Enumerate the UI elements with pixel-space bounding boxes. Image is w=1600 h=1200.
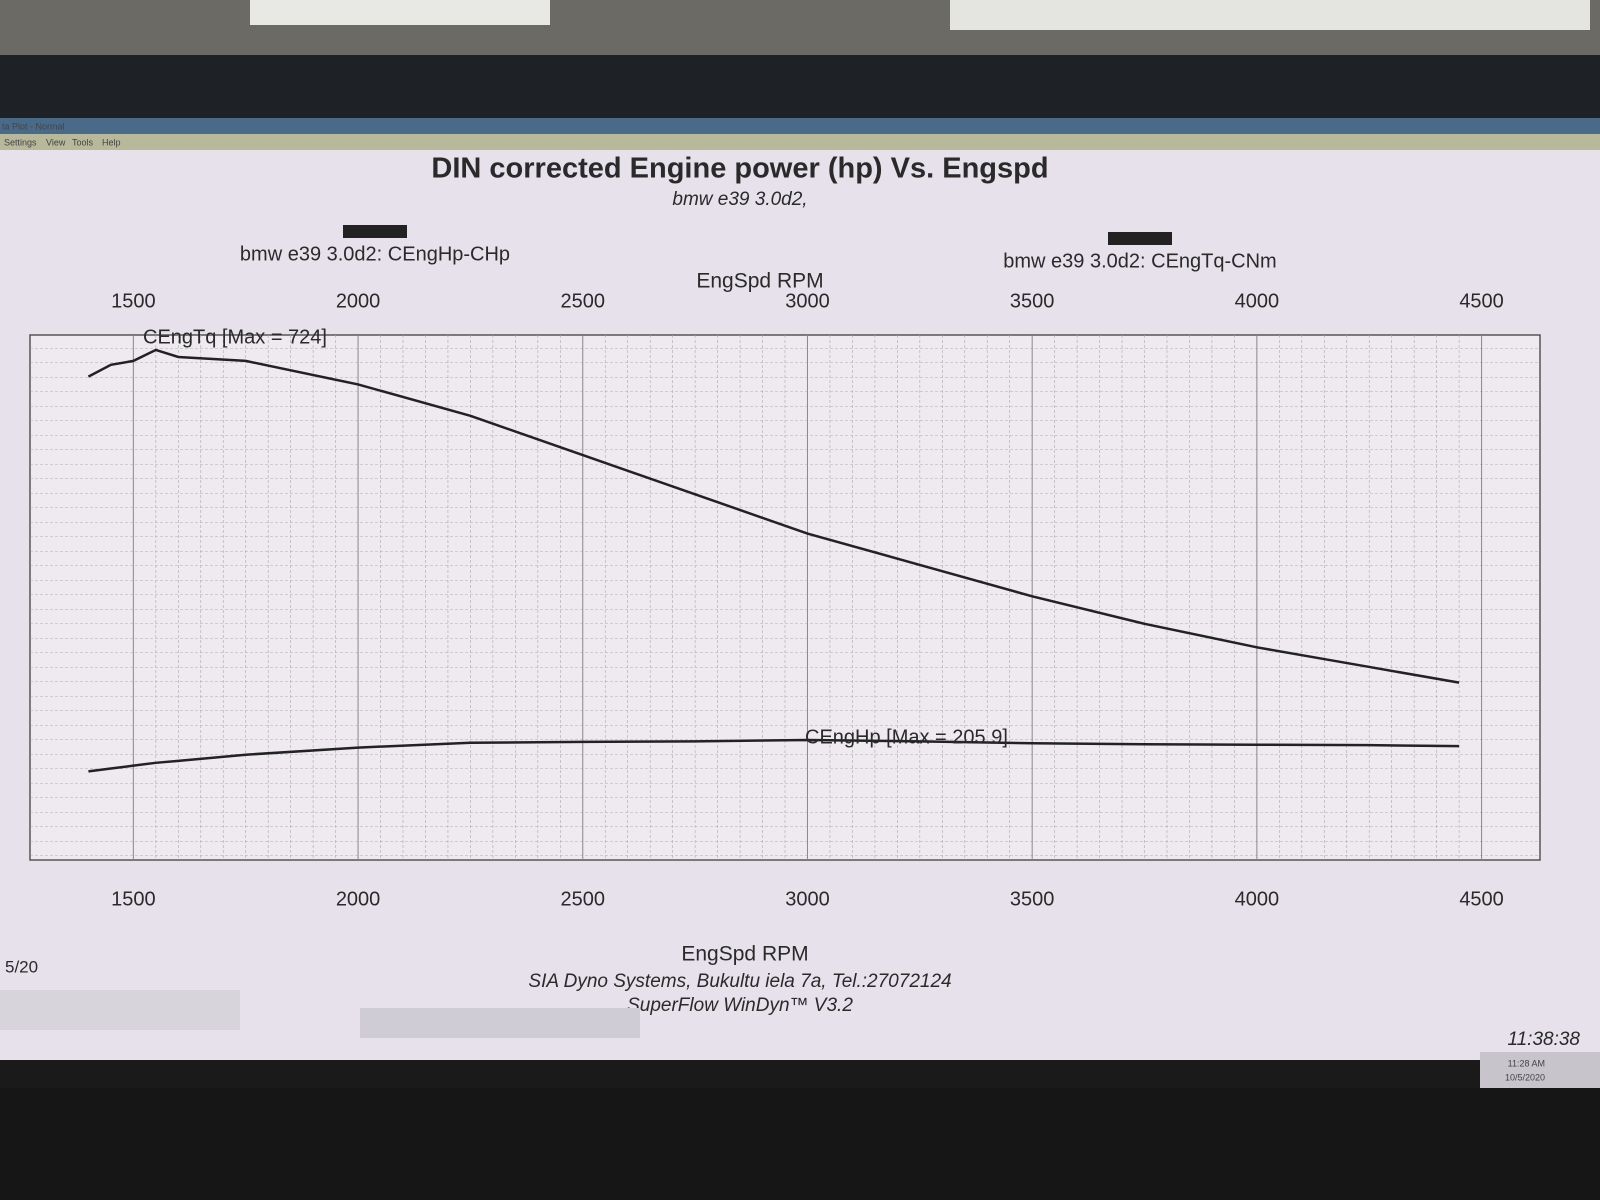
- monitor-bezel-bottom: [0, 1088, 1600, 1200]
- menu-bar: [0, 134, 1600, 150]
- clock: 11:38:38: [1507, 1029, 1580, 1050]
- window-title: ta Plot - Normal: [2, 121, 65, 131]
- x-axis-label: EngSpd RPM: [681, 943, 808, 966]
- x-tick-label-top: 2500: [561, 290, 606, 312]
- window-light: [950, 0, 1590, 30]
- x-tick-label-top: 3000: [785, 290, 830, 312]
- x-tick-label: 3500: [1010, 888, 1055, 910]
- x-tick-label: 3000: [785, 888, 830, 910]
- x-tick-label-top: 4000: [1235, 290, 1280, 312]
- x-tick-label: 1500: [111, 888, 156, 910]
- tray-time: 11:28 AM: [1508, 1058, 1545, 1068]
- chart-subtitle: bmw e39 3.0d2,: [672, 189, 807, 210]
- x-tick-label: 2000: [336, 888, 381, 910]
- legend-swatch: [1108, 232, 1172, 245]
- x-tick-label: 4500: [1459, 888, 1504, 910]
- legend-label: bmw e39 3.0d2: CEngHp-CHp: [240, 243, 510, 265]
- annotation: CEngTq [Max = 724]: [143, 326, 327, 348]
- footer-software: SuperFlow WinDyn™ V3.2: [627, 995, 853, 1016]
- x-tick-label: 4000: [1235, 888, 1280, 910]
- legend-swatch: [343, 225, 407, 238]
- toolbar-icons[interactable]: [360, 1008, 640, 1038]
- tray-date: 10/5/2020: [1505, 1072, 1545, 1082]
- series-line: [87, 348, 1460, 684]
- taskbar-icons[interactable]: [0, 990, 240, 1030]
- date-fragment: 5/20: [5, 957, 38, 976]
- system-tray: [1480, 1052, 1600, 1088]
- x-tick-label-top: 4500: [1459, 290, 1504, 312]
- title-bar: [0, 118, 1600, 134]
- monitor-bezel: [0, 55, 1600, 120]
- footer-company: SIA Dyno Systems, Bukultu iela 7a, Tel.:…: [528, 971, 951, 992]
- annotation: CEngHp [Max = 205.9]: [805, 726, 1008, 748]
- menu-item[interactable]: Help: [102, 137, 121, 147]
- x-tick-label-top: 2000: [336, 290, 381, 312]
- x-tick-label-top: 1500: [111, 290, 156, 312]
- x-axis-label-top: EngSpd RPM: [696, 270, 823, 293]
- x-tick-label: 2500: [561, 888, 606, 910]
- menu-item[interactable]: Settings: [4, 137, 37, 147]
- legend-label: bmw e39 3.0d2: CEngTq-CNm: [1003, 250, 1276, 272]
- series-line: [88, 738, 1460, 773]
- x-tick-label-top: 3500: [1010, 290, 1055, 312]
- chart-title: DIN corrected Engine power (hp) Vs. Engs…: [431, 153, 1048, 185]
- menu-item[interactable]: View: [46, 137, 66, 147]
- window-light: [250, 0, 550, 25]
- menu-item[interactable]: Tools: [72, 137, 94, 147]
